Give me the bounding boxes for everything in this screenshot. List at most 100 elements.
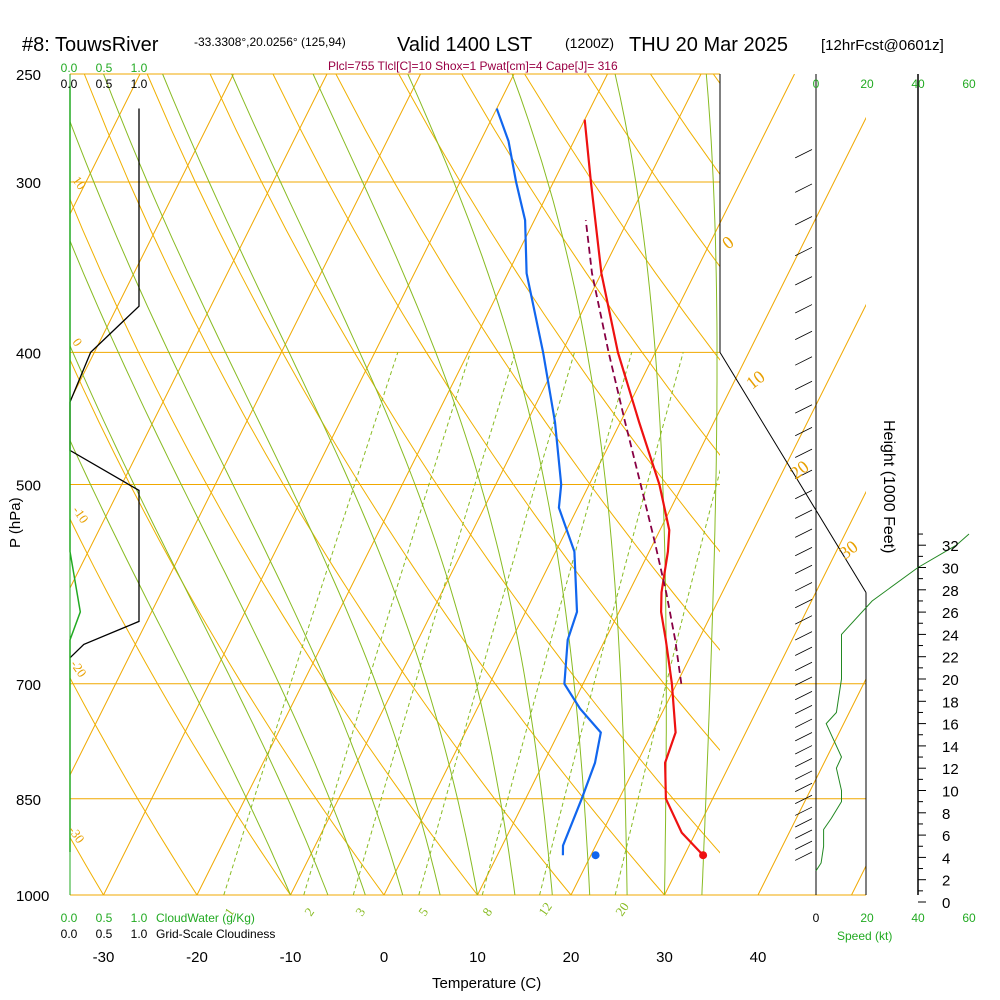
mixing-ratio-label: 2 [301, 905, 317, 919]
cloudwater-tick-bottom: 0.0 [61, 911, 78, 925]
thermo-grid [0, 73, 919, 896]
mixing-ratio-line [418, 352, 575, 895]
temperature-tick-label: -10 [280, 949, 302, 966]
moist-adiabat-line [70, 239, 366, 895]
cloudiness-tick-bottom: 1.0 [131, 927, 148, 941]
wind-barb [795, 794, 813, 805]
mixing-ratio-label: 5 [415, 905, 431, 919]
dewpoint-line [495, 108, 602, 856]
isotherm-line [851, 864, 866, 895]
speed-tick-bottom: 40 [911, 911, 925, 925]
wind-speed-line [815, 533, 970, 872]
wind-barb [795, 330, 813, 341]
forecast-run: [12hrFcst@0601z] [821, 37, 944, 54]
mixing-ratio-label: 8 [479, 905, 495, 919]
wind-barb [795, 216, 813, 226]
wind-barb [795, 598, 813, 609]
height-tick-label: 12 [942, 761, 959, 778]
temperature-tick-label: 40 [750, 949, 767, 966]
wind-barb [795, 676, 813, 686]
wind-barb [795, 770, 813, 780]
pressure-tick-label: 500 [16, 478, 41, 495]
wind-barb [795, 404, 813, 414]
height-tick-label: 22 [942, 650, 959, 667]
height-tick-label: 14 [942, 739, 959, 756]
temperature-tick-label: 30 [656, 949, 673, 966]
wind-barb [795, 304, 813, 314]
mixing-ratio-line [223, 352, 399, 895]
forecast-date: THU 20 Mar 2025 [629, 34, 788, 56]
wind-barb [795, 448, 813, 458]
wind-barb [795, 840, 813, 850]
isotherm-label: 10 [742, 366, 768, 393]
temperature-limit-line [719, 352, 867, 593]
temperature-tick-label: 10 [469, 949, 486, 966]
temperature-line [583, 119, 704, 856]
pressure-tick-label: 1000 [16, 888, 49, 905]
cloudwater-tick-top: 0.5 [96, 61, 113, 75]
wind-barb [795, 356, 813, 366]
dry-adiabat-line [335, 74, 720, 651]
wind-barb [795, 782, 813, 792]
sounding-parameters: Plcl=755 Tlcl[C]=10 Shox=1 Pwat[cm]=4 Ca… [328, 59, 618, 73]
isotherm-line [70, 74, 328, 590]
pressure-tick-label: 250 [16, 67, 41, 84]
moist-adiabat-line [103, 74, 441, 895]
wind-barb [795, 818, 813, 828]
moist-adiabat-line [70, 120, 404, 895]
dry-adiabat-label: -30 [66, 823, 88, 846]
mixing-ratio-line [481, 352, 633, 895]
surface-temperature-marker [699, 851, 708, 860]
moist-adiabat-line [614, 74, 667, 895]
zulu-time: (1200Z) [565, 35, 614, 51]
wind-barb [795, 469, 813, 479]
dry-adiabat-line [70, 198, 478, 895]
dry-adiabat-line [272, 74, 720, 752]
x-axis-label: Temperature (C) [432, 975, 541, 992]
dry-adiabat-line [146, 74, 665, 895]
wind-barb [795, 745, 813, 755]
mixing-ratio-line [614, 469, 720, 895]
isotherm-line [70, 74, 421, 777]
temperature-tick-label: 20 [563, 949, 580, 966]
wind-barbs [795, 149, 813, 861]
dry-adiabat-line [0, 74, 10, 895]
height-tick-label: 20 [942, 672, 959, 689]
wind-barb [795, 829, 813, 839]
wind-barb [795, 690, 813, 701]
moist-adiabat-line [70, 439, 291, 895]
mixing-ratio-line [303, 352, 471, 895]
axes: 1 2 3 5 8 12 200102030100-10-20-30024681012141… [16, 61, 976, 966]
cloudwater-tick-top: 0.0 [61, 61, 78, 75]
moist-adiabat-line [407, 74, 591, 895]
mixing-ratio-line [539, 352, 684, 895]
moist-adiabat-line [701, 74, 718, 895]
dry-adiabat-line [524, 74, 720, 361]
wind-barb [795, 718, 813, 728]
wind-barb [795, 705, 813, 715]
dry-adiabat-label: 0 [70, 335, 86, 349]
moist-adiabat-line [511, 74, 628, 895]
dry-adiabat-line [209, 74, 720, 854]
wind-barb [795, 149, 813, 159]
isotherm-line [70, 74, 234, 403]
mixing-ratio-label: 12 [535, 899, 555, 918]
dry-adiabats [0, 74, 720, 895]
mixing-ratio-lines [223, 352, 720, 895]
moist-adiabat-line [70, 344, 329, 895]
height-tick-label: 26 [942, 605, 959, 622]
speed-tick-top: 0 [813, 77, 820, 91]
cloudwater-tick-bottom: 0.5 [96, 911, 113, 925]
isotherm-line [477, 116, 866, 895]
wind-barb [795, 646, 813, 656]
height-tick-label: 32 [942, 538, 959, 555]
isotherm-label: 20 [786, 456, 812, 483]
cloudwater-label: CloudWater (g/Kg) [156, 911, 255, 925]
isotherm-line [664, 490, 866, 895]
speed-tick-bottom: 20 [860, 911, 874, 925]
height-tick-label: 16 [942, 717, 959, 734]
pressure-tick-label: 700 [16, 677, 41, 694]
height-tick-label: 28 [942, 583, 959, 600]
dry-adiabat-label: 10 [70, 173, 90, 192]
cloudwater-tick-top: 1.0 [131, 61, 148, 75]
